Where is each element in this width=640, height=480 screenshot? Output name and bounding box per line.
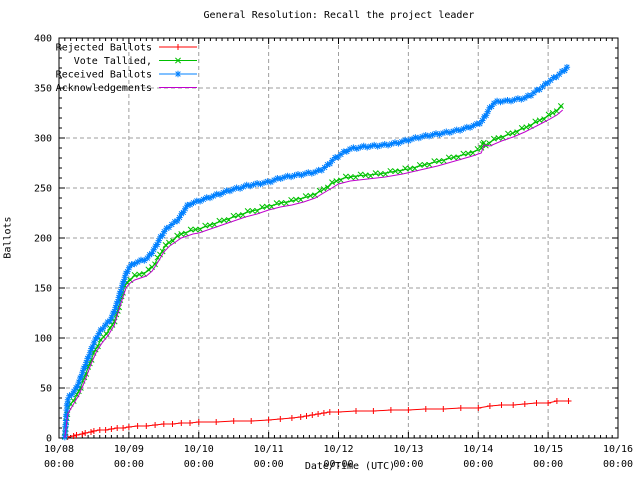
chart-title: General Resolution: Recall the project l… [203, 10, 475, 21]
series-received-ballots [61, 64, 571, 441]
y-tick-label: 150 [34, 284, 52, 295]
legend-key [159, 44, 197, 50]
x-tick-time-label: 00:00 [463, 459, 493, 470]
x-tick-time-label: 00:00 [184, 459, 214, 470]
legend: Rejected Ballots Vote Tallied, Received Ba… [56, 43, 197, 94]
legend-label: Vote Tallied, [74, 56, 152, 67]
x-tick-labels: 10/08 00:00 10/09 00:00 10/10 00:00 10/11 00:00… [44, 444, 633, 470]
x-tick-label: 10/09 [114, 444, 144, 455]
y-tick-label: 200 [34, 234, 52, 245]
x-axis-label: Date/Time (UTC) [304, 461, 396, 472]
y-tick-label: 300 [34, 134, 52, 145]
y-tick-label: 400 [34, 34, 52, 45]
y-tick-label: 100 [34, 334, 52, 345]
series-acknowledgements [64, 109, 564, 439]
x-tick-label: 10/14 [463, 444, 493, 455]
y-tick-label: 350 [34, 84, 52, 95]
x-tick-label: 10/16 [603, 444, 633, 455]
x-tick-time-label: 00:00 [393, 459, 423, 470]
x-tick-time-label: 00:00 [44, 459, 74, 470]
x-tick-label: 10/12 [323, 444, 353, 455]
series-rejected-ballots [64, 398, 572, 440]
x-tick-time-label: 00:00 [603, 459, 633, 470]
x-tick-label: 10/15 [533, 444, 563, 455]
legend-label: Received Ballots [56, 70, 152, 81]
x-tick-label: 10/11 [254, 444, 284, 455]
legend-label: Acknowledgements [56, 83, 152, 94]
axis-ticks [58, 37, 619, 439]
legend-key [159, 70, 197, 78]
x-tick-time-label: 00:00 [323, 459, 353, 470]
y-tick-labels: 0 50 100 150 200 250 300 350 400 [34, 34, 52, 445]
x-tick-label: 10/08 [44, 444, 74, 455]
x-tick-label: 10/10 [184, 444, 214, 455]
series-vote-tallied [61, 103, 564, 440]
y-tick-label: 0 [46, 434, 52, 445]
grid [59, 38, 618, 438]
y-tick-label: 50 [40, 384, 52, 395]
legend-label: Rejected Ballots [56, 43, 152, 54]
x-tick-time-label: 00:00 [114, 459, 144, 470]
series-markers-rejected-ballots [64, 398, 572, 440]
series-markers-received-ballots [61, 64, 571, 441]
series-markers-vote-tallied [61, 103, 564, 440]
x-tick-time-label: 00:00 [533, 459, 563, 470]
legend-key [159, 57, 197, 64]
x-tick-label: 10/13 [393, 444, 423, 455]
y-tick-label: 250 [34, 184, 52, 195]
x-tick-time-label: 00:00 [254, 459, 284, 470]
